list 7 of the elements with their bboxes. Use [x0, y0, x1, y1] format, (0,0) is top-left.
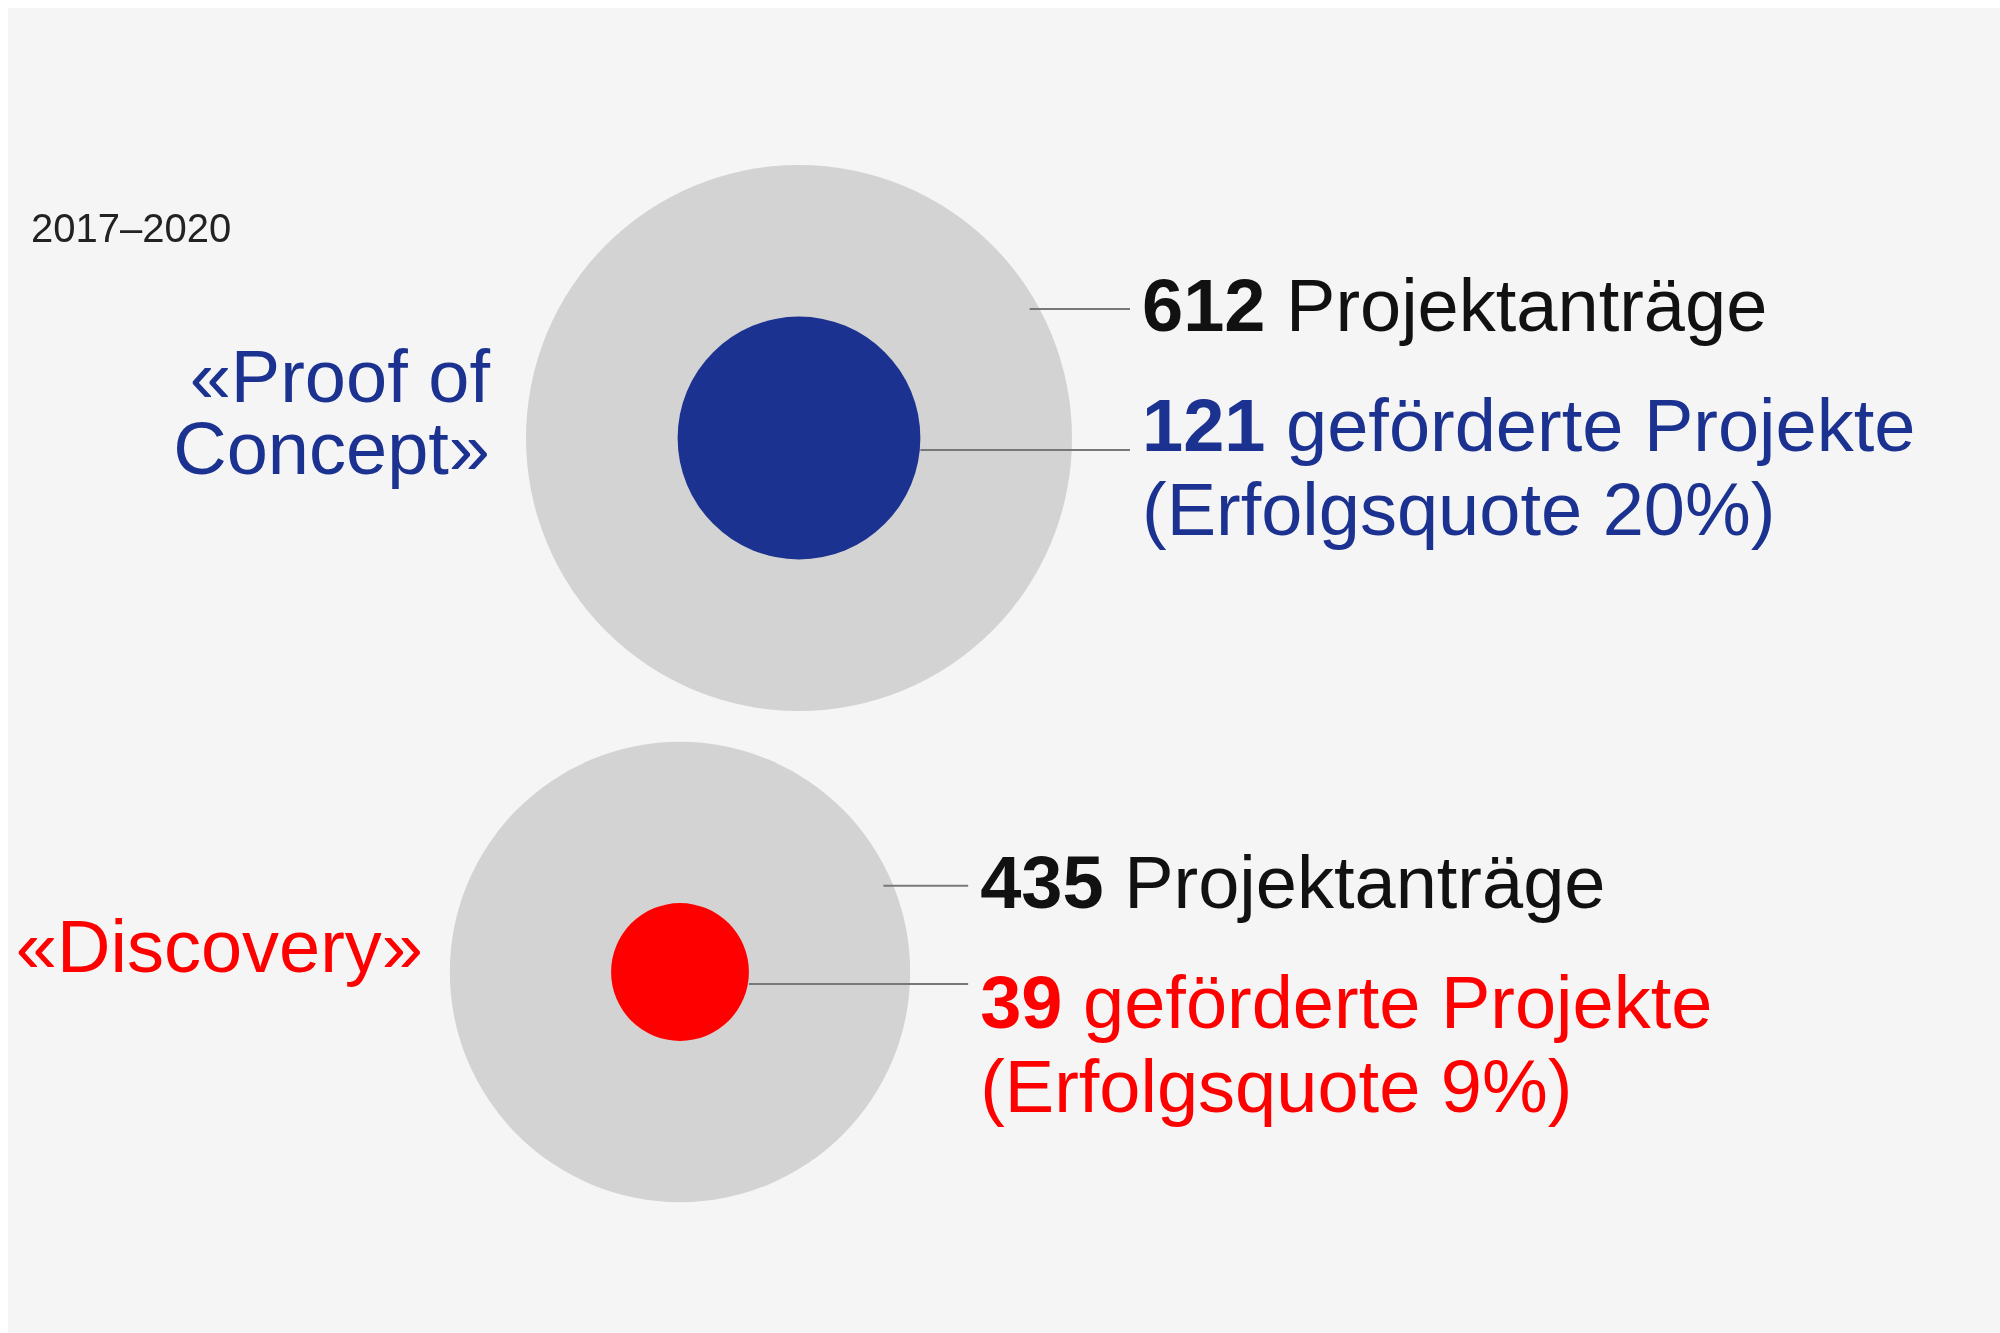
text: 2017–2020	[31, 206, 232, 250]
category-label: «Discovery»	[15, 905, 423, 988]
data-label: 39 geförderte Projekte (Erfolgsquote 9%)	[980, 960, 1713, 1128]
data-label: 612 Projektanträge	[1142, 264, 1768, 347]
category-label: «Proof of Concept»	[173, 335, 491, 490]
data-label: 435 Projektanträge	[980, 840, 1606, 924]
data-label: 121 geförderte Projekte (Erfolgsquote 20%)	[1142, 384, 1916, 551]
